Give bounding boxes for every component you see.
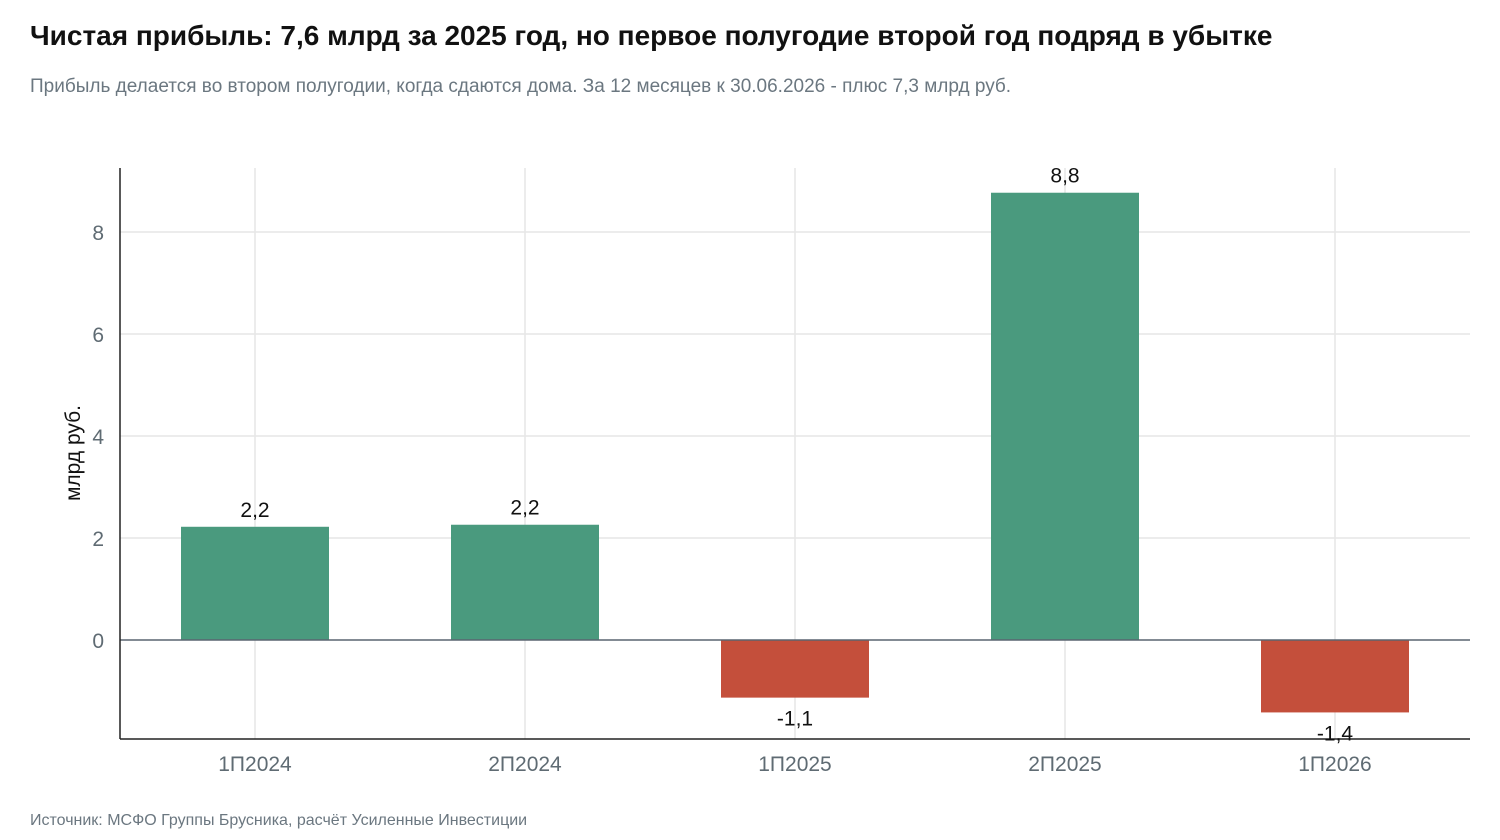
x-tick-label: 2П2025 — [1028, 753, 1102, 776]
data-label: -1,4 — [1317, 722, 1354, 745]
x-tick-label: 1П2025 — [758, 753, 832, 776]
y-tick-label: 2 — [92, 528, 104, 551]
bar — [1261, 640, 1409, 713]
y-tick-label: 0 — [92, 630, 104, 653]
data-label: 2,2 — [510, 497, 539, 520]
y-axis-label: млрд руб. — [62, 405, 85, 501]
x-tick-label: 1П2026 — [1298, 753, 1372, 776]
bar — [181, 526, 329, 640]
axes: 0 2 4 6 8 1П2024 2П2024 1П2025 2П2025 1П2026 — [92, 168, 1470, 776]
y-tick-label: 6 — [92, 324, 104, 347]
data-label: -1,1 — [777, 708, 813, 731]
y-tick-label: 4 — [92, 426, 104, 449]
chart-title: Чистая прибыль: 7,6 млрд за 2025 год, но… — [30, 20, 1273, 51]
bars — [181, 192, 1409, 713]
data-label: 8,8 — [1050, 165, 1079, 188]
data-labels: 2,2 2,2 -1,1 8,8 -1,4 — [240, 165, 1353, 746]
bar — [721, 640, 869, 698]
x-tick-label: 2П2024 — [488, 753, 562, 776]
x-tick-label: 1П2024 — [218, 753, 292, 776]
bar — [451, 524, 599, 640]
source-note: Источник: МСФО Группы Брусника, расчёт У… — [30, 812, 528, 829]
chart-subtitle: Прибыль делается во втором полугодии, ко… — [30, 76, 1012, 97]
data-label: 2,2 — [240, 499, 269, 522]
bar — [991, 192, 1139, 641]
y-tick-label: 8 — [92, 222, 104, 245]
